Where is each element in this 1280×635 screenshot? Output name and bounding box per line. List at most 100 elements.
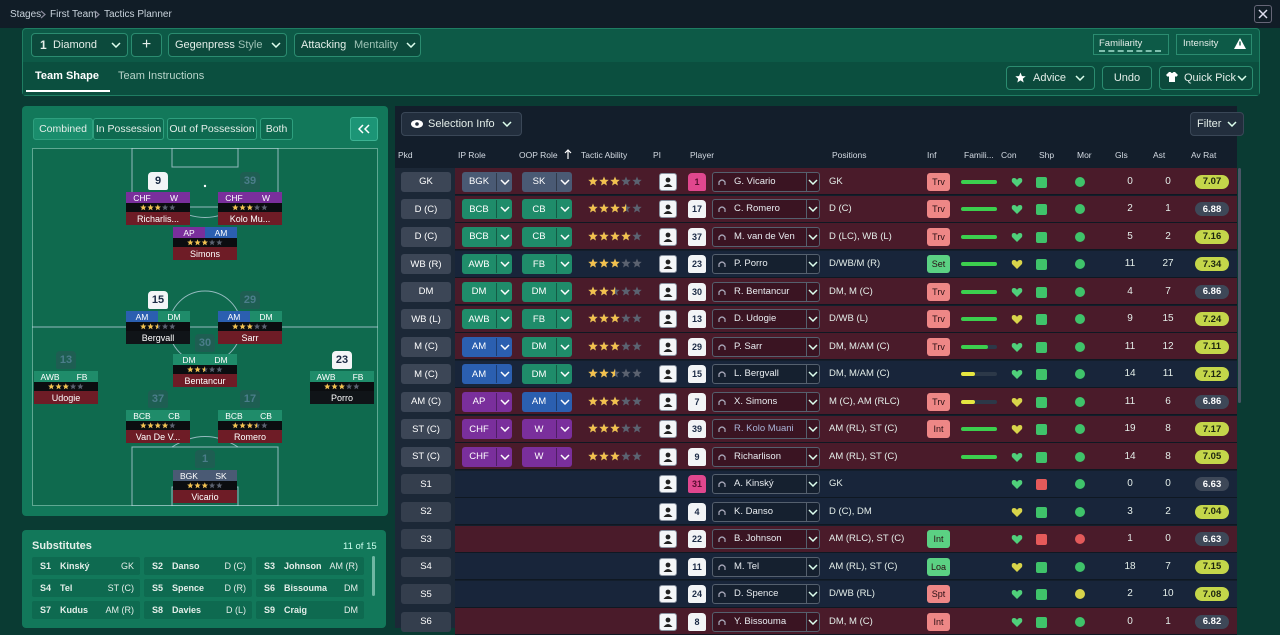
player-select[interactable] — [712, 309, 820, 329]
player-select[interactable] — [712, 584, 820, 604]
pitch-name[interactable]: Kolo Mu... — [218, 212, 282, 225]
pitch-name[interactable]: Romero — [218, 430, 282, 443]
player-select[interactable] — [712, 336, 820, 357]
intensity-box[interactable] — [1176, 34, 1252, 55]
role-select[interactable] — [462, 171, 512, 192]
role-select[interactable] — [462, 309, 512, 329]
add-button[interactable]: + — [131, 33, 162, 57]
player-select[interactable] — [712, 254, 820, 274]
pitch-name[interactable]: Bergvall — [126, 331, 190, 344]
pi-button[interactable] — [659, 420, 677, 438]
role-select[interactable] — [462, 226, 512, 247]
role-select[interactable] — [522, 199, 572, 219]
pitch-name[interactable]: Van De V... — [126, 430, 190, 443]
role-select[interactable] — [462, 364, 512, 384]
pkd-button[interactable]: M (C) — [401, 364, 451, 384]
pitch-name[interactable]: Vicario — [173, 490, 237, 503]
sub-card[interactable] — [144, 601, 252, 619]
pi-button[interactable] — [659, 447, 677, 466]
player-select[interactable] — [712, 446, 820, 467]
view-tab[interactable]: Out of Possession — [167, 118, 257, 140]
role-select[interactable] — [522, 171, 572, 192]
role-select[interactable] — [522, 336, 572, 357]
player-select[interactable] — [712, 281, 820, 302]
player-select[interactable] — [712, 501, 820, 522]
role-select[interactable] — [462, 391, 512, 412]
pi-button[interactable] — [659, 530, 677, 548]
pkd-button[interactable]: AM (C) — [401, 391, 451, 412]
sub-card[interactable] — [256, 579, 364, 597]
pi-button[interactable] — [659, 585, 677, 603]
column-header[interactable]: Gls — [1115, 150, 1128, 160]
sub-card[interactable] — [144, 579, 252, 597]
role-select[interactable] — [462, 281, 512, 302]
pi-button[interactable] — [659, 227, 677, 246]
role-select[interactable] — [522, 254, 572, 274]
pi-button[interactable] — [659, 365, 677, 383]
pkd-button[interactable]: S6 — [401, 611, 451, 632]
role-select[interactable] — [462, 446, 512, 467]
player-select[interactable] — [712, 529, 820, 549]
role-select[interactable] — [522, 446, 572, 467]
pi-button[interactable] — [659, 200, 677, 218]
pitch-name[interactable]: Bentancur — [173, 374, 237, 387]
view-tab[interactable]: Both — [260, 118, 293, 140]
pitch-name[interactable]: Porro — [310, 391, 374, 404]
role-select[interactable] — [522, 309, 572, 329]
column-header[interactable]: Con — [1001, 150, 1017, 160]
view-tab[interactable]: In Possession — [93, 118, 164, 140]
sub-card[interactable] — [256, 557, 364, 575]
role-select[interactable] — [462, 336, 512, 357]
pitch-name[interactable]: Sarr — [218, 331, 282, 344]
pkd-button[interactable]: D (C) — [401, 199, 451, 219]
column-header[interactable]: Pkd — [398, 150, 413, 160]
role-select[interactable] — [462, 254, 512, 274]
pi-button[interactable] — [659, 282, 677, 301]
player-select[interactable] — [712, 199, 820, 219]
pitch-name[interactable]: Richarlis... — [126, 212, 190, 225]
role-select[interactable] — [462, 199, 512, 219]
role-select[interactable] — [522, 364, 572, 384]
sub-card[interactable] — [32, 579, 140, 597]
sub-card[interactable] — [256, 601, 364, 619]
pkd-button[interactable]: ST (C) — [401, 419, 451, 439]
pkd-button[interactable]: S1 — [401, 474, 451, 494]
column-header[interactable]: OOP Role — [519, 150, 558, 160]
pkd-button[interactable]: S5 — [401, 584, 451, 604]
pitch-name[interactable]: Udogie — [34, 391, 98, 404]
player-select[interactable] — [712, 419, 820, 439]
player-select[interactable] — [712, 474, 820, 494]
player-select[interactable] — [712, 226, 820, 247]
pi-button[interactable] — [659, 310, 677, 328]
column-header[interactable]: Positions — [832, 150, 867, 160]
pkd-button[interactable]: ST (C) — [401, 446, 451, 467]
view-tab[interactable]: Combined — [33, 118, 93, 140]
pi-button[interactable] — [659, 337, 677, 356]
pitch-name[interactable]: Simons — [173, 247, 237, 260]
column-header[interactable]: Mor — [1077, 150, 1092, 160]
pkd-button[interactable]: WB (L) — [401, 309, 451, 329]
role-select[interactable] — [522, 391, 572, 412]
role-select[interactable] — [462, 419, 512, 439]
close-button[interactable] — [1254, 5, 1272, 23]
breadcrumb-item[interactable]: First Team — [50, 9, 97, 20]
column-header[interactable]: Inf — [927, 150, 937, 160]
tab[interactable]: Team Shape — [35, 70, 99, 82]
column-header[interactable]: PI — [653, 150, 662, 160]
sub-card[interactable] — [32, 557, 140, 575]
pi-button[interactable] — [659, 172, 677, 191]
player-select[interactable] — [712, 364, 820, 384]
pkd-button[interactable]: S3 — [401, 529, 451, 549]
pkd-button[interactable]: M (C) — [401, 336, 451, 357]
pkd-button[interactable]: S4 — [401, 556, 451, 577]
role-select[interactable] — [522, 226, 572, 247]
pi-button[interactable] — [659, 392, 677, 411]
sub-card[interactable] — [32, 601, 140, 619]
undo-button[interactable]: Undo — [1102, 66, 1152, 90]
column-header[interactable]: Ast — [1153, 150, 1166, 160]
column-header[interactable]: IP Role — [458, 150, 486, 160]
pi-button[interactable] — [659, 475, 677, 493]
pkd-button[interactable]: WB (R) — [401, 254, 451, 274]
role-select[interactable] — [522, 281, 572, 302]
column-header[interactable]: Shp — [1039, 150, 1055, 160]
